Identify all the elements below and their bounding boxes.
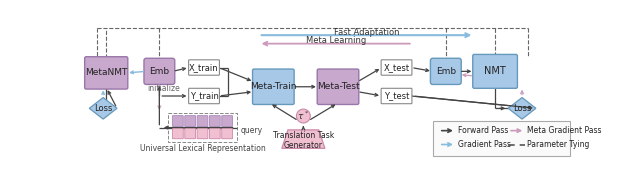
FancyBboxPatch shape — [221, 128, 232, 139]
FancyBboxPatch shape — [253, 69, 294, 105]
FancyBboxPatch shape — [431, 58, 461, 84]
Text: Loss: Loss — [94, 104, 113, 113]
Text: Meta Gradient Pass: Meta Gradient Pass — [527, 126, 602, 135]
Polygon shape — [508, 98, 536, 119]
Text: Loss: Loss — [513, 104, 531, 113]
FancyBboxPatch shape — [317, 69, 359, 105]
FancyBboxPatch shape — [209, 128, 220, 139]
Text: Meta-Test: Meta-Test — [317, 82, 359, 91]
FancyBboxPatch shape — [185, 128, 196, 139]
Bar — [168, 113, 237, 142]
Text: X_test: X_test — [383, 63, 410, 72]
Polygon shape — [90, 98, 117, 119]
Text: Gradient Pass: Gradient Pass — [458, 140, 511, 149]
FancyBboxPatch shape — [144, 58, 175, 84]
FancyBboxPatch shape — [221, 116, 232, 126]
FancyBboxPatch shape — [172, 128, 183, 139]
Text: Y_test: Y_test — [384, 91, 409, 100]
Text: NMT: NMT — [484, 66, 506, 76]
FancyBboxPatch shape — [185, 116, 196, 126]
Text: Translation Task
Generator: Translation Task Generator — [273, 131, 334, 150]
Text: Fast Adaptation: Fast Adaptation — [333, 28, 399, 37]
Bar — [433, 121, 570, 156]
FancyBboxPatch shape — [473, 54, 517, 88]
Text: Meta Learning: Meta Learning — [305, 36, 366, 45]
Text: X_train: X_train — [189, 63, 219, 72]
FancyBboxPatch shape — [381, 88, 412, 104]
Polygon shape — [282, 130, 325, 148]
FancyBboxPatch shape — [172, 116, 183, 126]
Text: initialize: initialize — [148, 84, 180, 93]
Text: Parameter Tying: Parameter Tying — [527, 140, 590, 149]
FancyBboxPatch shape — [209, 116, 220, 126]
Text: Meta-Train: Meta-Train — [250, 82, 296, 91]
Text: Emb: Emb — [436, 67, 456, 76]
Text: Y_train: Y_train — [189, 91, 218, 100]
FancyBboxPatch shape — [84, 57, 128, 89]
FancyBboxPatch shape — [381, 60, 412, 75]
FancyBboxPatch shape — [189, 88, 220, 104]
Text: Universal Lexical Representation: Universal Lexical Representation — [140, 144, 266, 153]
Text: MetaNMT: MetaNMT — [85, 68, 127, 77]
FancyBboxPatch shape — [189, 60, 220, 75]
FancyBboxPatch shape — [197, 116, 208, 126]
FancyBboxPatch shape — [197, 128, 208, 139]
Text: $\tau^*$: $\tau^*$ — [298, 110, 309, 122]
Circle shape — [296, 109, 310, 123]
Text: query: query — [240, 126, 262, 135]
Text: Emb: Emb — [149, 67, 170, 76]
Text: Forward Pass: Forward Pass — [458, 126, 509, 135]
